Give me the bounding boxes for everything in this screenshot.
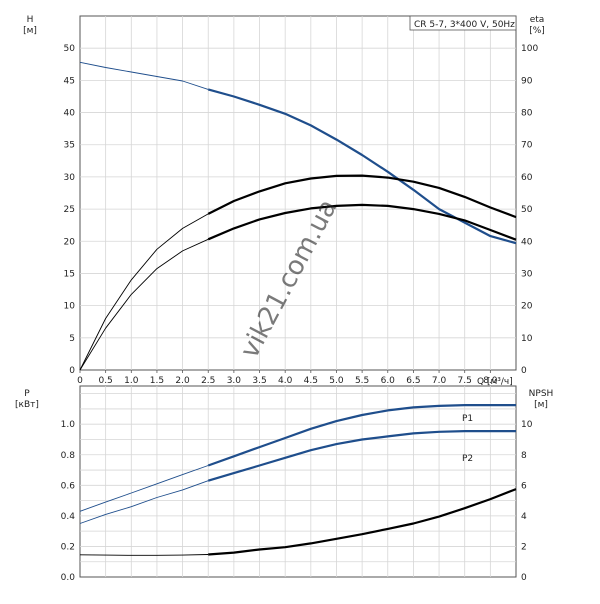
upper-series-1-duty-line [207,174,517,219]
upper-left-tick-label: 35 [64,141,75,151]
upper-title-box [409,15,517,31]
lower-series-2-line [79,554,209,556]
upper-right-tick-label: 30 [521,269,533,279]
upper-right-tick-label: 90 [521,76,533,86]
upper-right-tick-label: 60 [521,173,533,183]
x-tick-label: 3.0 [227,376,242,386]
x-tick-label: 6.5 [406,376,420,386]
lower-series-0-line [79,465,209,512]
upper-tick-labels: 0 0.5 1.0 1.5 2.0 2.5 3.0 3.5 4.0 4.5 5.0 5.5 6.0 6.5… [64,44,539,386]
x-tick-label: 7.0 [432,376,447,386]
lower-series-0-duty-line [207,404,516,467]
lower-left-tick-label: 0.2 [61,542,75,552]
x-tick-label: 1.0 [124,376,139,386]
x-tick-label: 6.0 [381,376,396,386]
upper-right-tick-label: 0 [521,366,527,376]
upper-right-tick-label: 70 [521,141,533,151]
upper-series-0-duty-line [207,88,517,245]
upper-right-tick-label: 80 [521,109,533,119]
lower-left-tick-label: 0.0 [61,573,76,583]
upper-left-tick-label: 40 [64,109,76,119]
lower-series-2-duty-line [208,488,517,556]
upper-right-tick-label: 40 [521,237,533,247]
upper-series-2-duty-line [207,203,517,241]
lower-series-1-duty-line [207,430,516,482]
upper-chart-title: CR 5-7, 3*400 V, 50Hz [414,20,515,30]
lower-left-tick-label: 0.6 [61,481,76,491]
lower-left-tick-label: 0.4 [61,512,76,522]
upper-series-0-line [79,61,209,90]
upper-left-tick-label: 10 [64,302,76,312]
lower-right-tick-label: 4 [521,512,527,522]
upper-right-tick-label: 100 [521,44,538,54]
lower-right-tick-label: 0 [521,573,527,583]
x-tick-label: 4.5 [304,376,318,386]
lower-right-tick-label: 8 [521,451,527,461]
x-tick-label: 4.0 [278,376,293,386]
x-tick-label: 8.0 [483,376,498,386]
legend-p1-label: P1 [462,414,473,424]
lower-left-tick-label: 0.8 [61,451,76,461]
x-tick-label: 2.5 [201,376,215,386]
upper-left-tick-label: 25 [64,205,75,215]
legend-p2-label: P2 [462,454,473,464]
upper-plot-frame [79,15,517,371]
lower-series-1-line [79,480,209,524]
upper-x-axis-label: Q [м³/ч] [477,377,513,387]
lower-right-tick-label: 2 [521,542,527,552]
lower-grid [79,385,517,578]
upper-left-tick-label: 15 [64,269,75,279]
upper-left-tick-label: 50 [64,44,76,54]
upper-left-tick-label: 30 [64,173,76,183]
upper-series-2-line [79,238,209,371]
x-tick-label: 3.5 [252,376,266,386]
x-tick-label: 1.5 [150,376,164,386]
x-tick-label: 5.0 [329,376,344,386]
upper-series-1-line [79,213,209,371]
upper-left-tick-label: 45 [64,76,75,86]
upper-grid [79,15,517,371]
upper-left-tick-label: 20 [64,237,76,247]
x-tick-label: 0.5 [98,376,112,386]
upper-right-tick-label: 10 [521,334,533,344]
lower-left-axis-label: P [кВт] [15,389,39,410]
upper-right-tick-label: 20 [521,302,533,312]
lower-right-tick-label: 6 [521,481,527,491]
upper-left-axis-label: H [м] [23,15,37,36]
x-tick-label: 2.0 [175,376,190,386]
upper-right-axis-label: eta [%] [529,15,545,36]
lower-tick-labels: 0.0 0.2 0.4 0.6 0.8 1.0 0 2 4 6 8 10 [61,420,533,583]
x-tick-label: 5.5 [355,376,369,386]
x-tick-label: 0 [77,376,83,386]
lower-right-axis-label: NPSH [м] [529,389,554,410]
lower-series-group [79,404,517,556]
upper-series-group [79,61,517,371]
lower-plot-frame [79,385,517,578]
lower-left-tick-label: 1.0 [61,420,76,430]
upper-right-tick-label: 50 [521,205,533,215]
upper-left-tick-label: 5 [69,334,75,344]
lower-right-tick-label: 10 [521,420,533,430]
upper-left-tick-label: 0 [69,366,75,376]
x-tick-label: 7.5 [458,376,472,386]
